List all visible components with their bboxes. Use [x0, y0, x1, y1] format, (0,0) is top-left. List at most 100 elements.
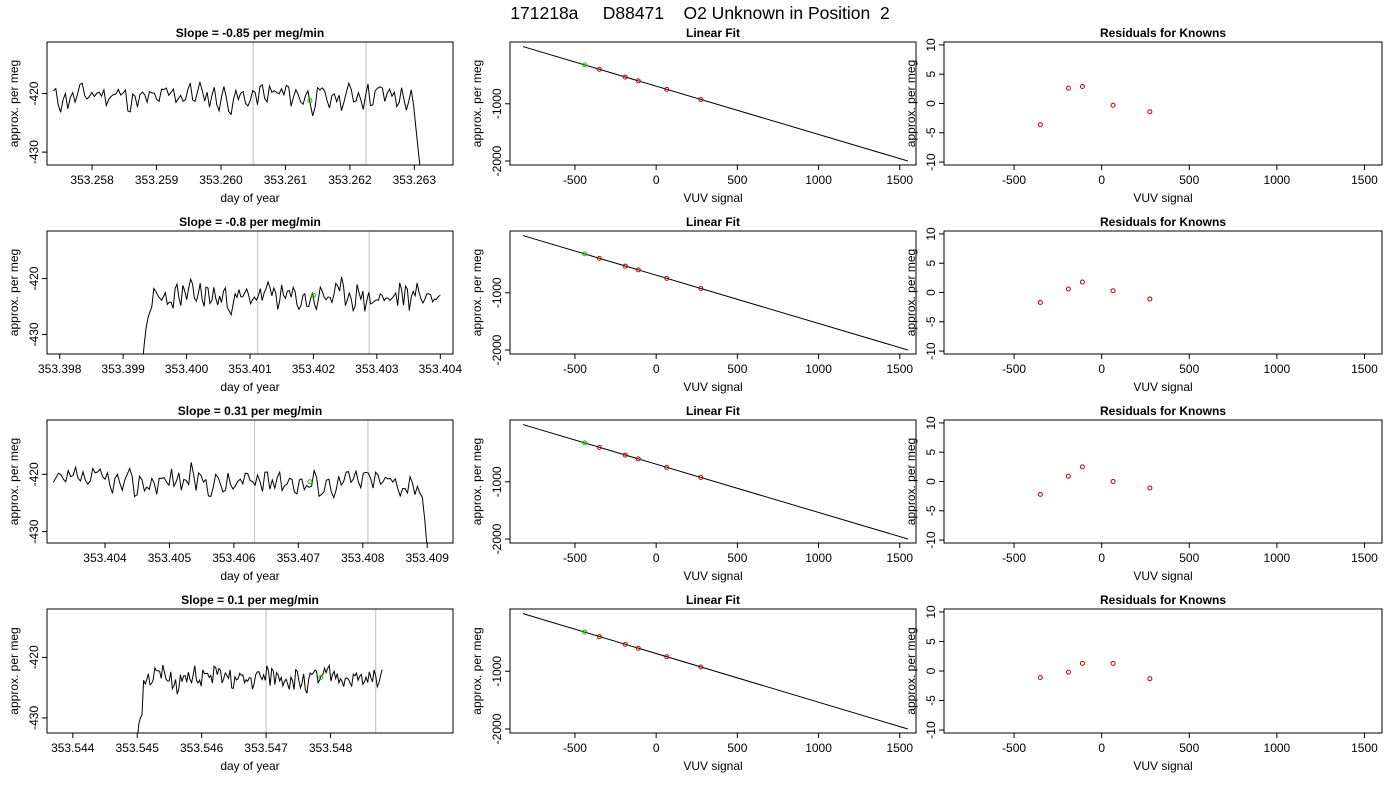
x-axis-label: VUV signal [1133, 759, 1192, 773]
x-tick-label: 353.407 [277, 551, 321, 565]
figure-title: 171218a D88471 O2 Unknown in Position 2 [510, 3, 890, 23]
x-tick-label: 1500 [886, 362, 913, 376]
plot-frame [943, 41, 1383, 166]
y-axis-label: approx. per meg [7, 627, 21, 714]
x-tick-label: 500 [727, 551, 747, 565]
fit-line [522, 424, 909, 540]
x-axis-label: day of year [220, 759, 279, 773]
plot-frame [46, 608, 454, 734]
residual-point [1037, 299, 1043, 305]
trace-line [53, 81, 421, 165]
y-tick-label: 5 [924, 638, 938, 645]
panel-row3-fit: Linear Fit -500 0 500 1000 1500 -1000 -2000 VUV … [470, 404, 917, 583]
fit-line [522, 235, 909, 351]
y-axis-label: approx. per meg [904, 60, 918, 147]
x-tick-label: 1500 [886, 741, 913, 755]
plot-area [1037, 84, 1153, 128]
fit-point [698, 474, 704, 480]
x-axis-label: VUV signal [683, 569, 742, 583]
x-tick-label: 1000 [1264, 551, 1291, 565]
y-tick-label: -1000 [490, 466, 504, 497]
x-axis-label: day of year [220, 569, 279, 583]
x-tick-label: -500 [1002, 741, 1026, 755]
x-tick-label: -500 [1002, 551, 1026, 565]
y-tick-label: -1000 [490, 656, 504, 687]
y-tick-label: -1000 [490, 88, 504, 119]
x-axis-label: VUV signal [683, 759, 742, 773]
trace-line [52, 462, 428, 543]
x-tick-label: 500 [1179, 173, 1199, 187]
y-tick-label: -10 [924, 721, 938, 739]
x-tick-label: 353.405 [148, 551, 192, 565]
fit-point [698, 664, 704, 670]
unknown-marker [318, 674, 324, 680]
x-tick-label: 1000 [1264, 741, 1291, 755]
y-tick-label: -430 [27, 140, 41, 164]
y-tick-label: -10 [924, 531, 938, 549]
y-tick-label: -2000 [490, 145, 504, 176]
x-tick-label: 353.544 [51, 741, 95, 755]
plot-frame [46, 419, 454, 544]
x-tick-label: 353.261 [264, 173, 308, 187]
trace-line [142, 276, 441, 354]
fit-point [622, 641, 628, 647]
plot-area [137, 609, 383, 733]
fit-line [522, 46, 909, 162]
x-tick-label: -500 [563, 362, 587, 376]
plot-area [522, 46, 909, 162]
residual-point [1147, 296, 1153, 302]
x-tick-label: 1000 [805, 362, 832, 376]
x-tick-label: 353.258 [70, 173, 114, 187]
trace-line [137, 663, 383, 733]
x-tick-label: -500 [1002, 173, 1026, 187]
panel-row3-resid: Residuals for Knowns -500 0 500 1000 1500 10 5 0… [904, 404, 1383, 583]
y-axis-label: approx. per meg [904, 438, 918, 525]
x-tick-label: 0 [1098, 173, 1105, 187]
x-tick-label: 0 [653, 173, 660, 187]
panel-row2-resid: Residuals for Knowns -500 0 500 1000 1500 10 5 0… [904, 215, 1383, 394]
plot-frame [943, 230, 1383, 355]
panel-row4-fit: Linear Fit -500 0 500 1000 1500 -1000 -2000 VUV … [470, 593, 917, 773]
fit-point [622, 263, 628, 269]
y-tick-label: -430 [27, 706, 41, 730]
plot-frame [46, 230, 454, 355]
y-tick-label: -10 [924, 153, 938, 171]
y-tick-label: 5 [924, 71, 938, 78]
fit-point [635, 645, 641, 651]
x-tick-label: 1000 [805, 741, 832, 755]
residual-point [1065, 473, 1071, 479]
x-tick-label: -500 [563, 741, 587, 755]
x-tick-label: 353.545 [116, 741, 160, 755]
x-axis-label: day of year [220, 191, 279, 205]
y-tick-label: -5 [924, 695, 938, 706]
fit-point [582, 251, 588, 257]
fit-point [664, 86, 670, 92]
x-tick-label: 353.263 [393, 173, 437, 187]
x-axis-label: VUV signal [1133, 191, 1192, 205]
y-tick-label: 10 [924, 38, 938, 52]
panel-row1-trace: Slope = -0.85 per meg/min 353.258 353.259 3… [7, 26, 454, 205]
fit-point [664, 275, 670, 281]
y-tick-label: 0 [924, 100, 938, 107]
panel-title: Slope = -0.8 per meg/min [179, 215, 321, 229]
y-axis-label: approx. per meg [7, 438, 21, 525]
y-tick-label: -2000 [490, 334, 504, 365]
fit-point [622, 74, 628, 80]
panel-title: Residuals for Knowns [1100, 593, 1226, 607]
panel-row2-fit: Linear Fit -500 0 500 1000 1500 -1000 -2000 VUV … [470, 215, 917, 394]
panel-row4-resid: Residuals for Knowns -500 0 500 1000 1500 10 5 0… [904, 593, 1383, 773]
y-tick-label: 0 [924, 289, 938, 296]
y-tick-label: -2000 [490, 713, 504, 744]
fit-point [664, 654, 670, 660]
panel-row1-fit: Linear Fit -500 0 500 1000 1500 -1000 -2000 VUV … [470, 26, 917, 205]
x-tick-label: 353.547 [244, 741, 288, 755]
y-axis-label: approx. per meg [470, 627, 484, 714]
x-tick-label: -500 [1002, 362, 1026, 376]
fit-point [596, 444, 602, 450]
plot-area [522, 235, 909, 351]
y-tick-label: -5 [924, 316, 938, 327]
y-axis-label: approx. per meg [470, 438, 484, 525]
plot-area [53, 42, 421, 165]
x-tick-label: 353.406 [212, 551, 256, 565]
